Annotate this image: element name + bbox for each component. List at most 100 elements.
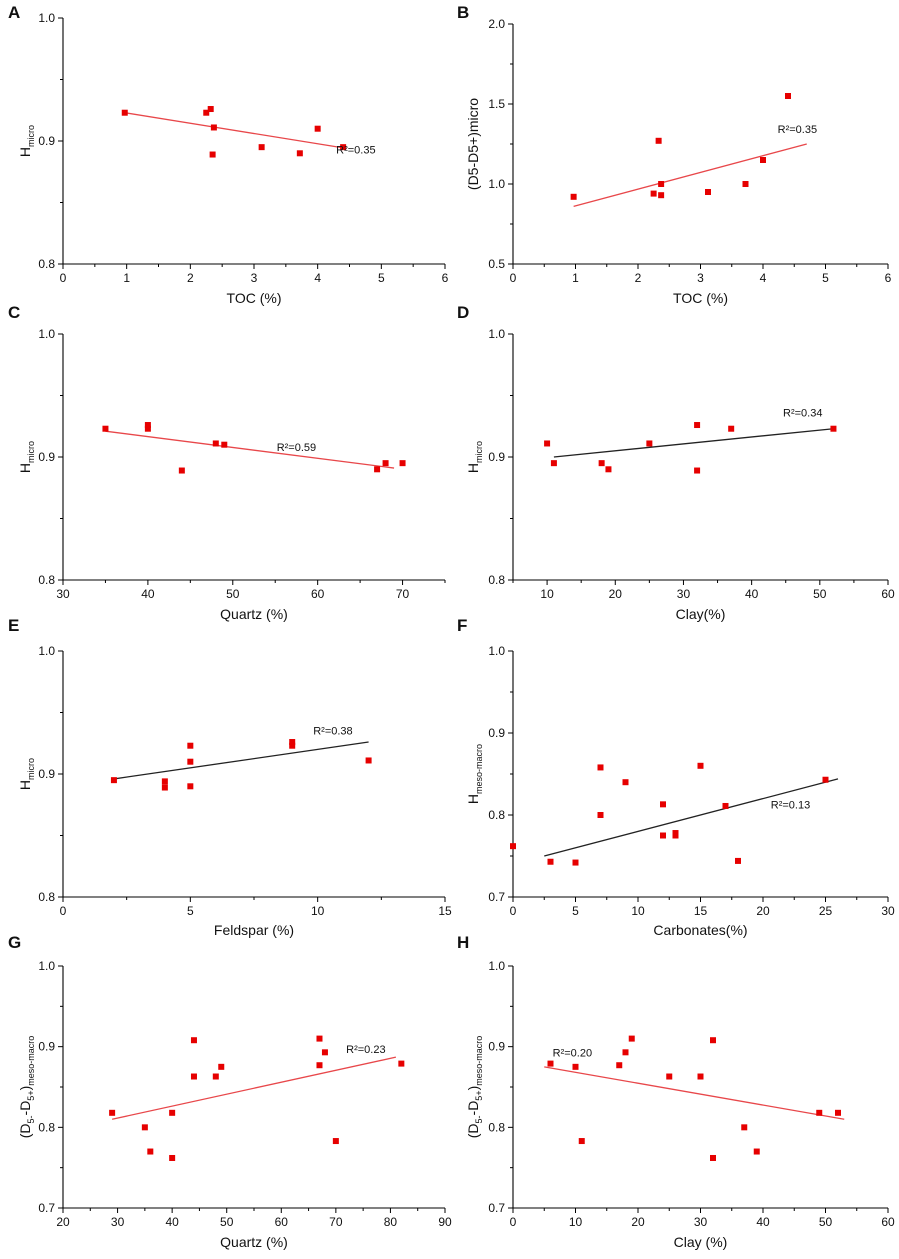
data-point (178, 467, 185, 474)
y-label-part: (D (17, 1123, 33, 1138)
y-tick-label: 0.8 (38, 890, 55, 904)
y-tick-label: 0.8 (38, 1120, 55, 1134)
x-tick-label: 60 (881, 1215, 895, 1229)
data-point (190, 1037, 197, 1044)
x-tick-label: 10 (631, 904, 645, 918)
data-point (169, 1109, 176, 1116)
data-point (102, 425, 109, 432)
data-point (835, 1109, 841, 1116)
x-tick-label: 2 (635, 271, 642, 285)
y-tick-label: 1.0 (38, 959, 55, 973)
y-tick-label: 0.8 (488, 573, 505, 587)
panel-h: H 0 10 20 30 40 50 60 0.7 0.8 0.9 1.0 Clay (%) (D5--D… (457, 933, 895, 1250)
data-point (190, 1073, 197, 1080)
x-tick-label: 4 (314, 271, 321, 285)
data-point (697, 1073, 704, 1080)
y-tick-label: 0.9 (488, 1040, 505, 1054)
x-axis-label: TOC (%) (227, 290, 282, 306)
fit-line (544, 1066, 845, 1120)
y-label-part: H (17, 780, 33, 790)
data-point (697, 762, 704, 769)
data-point (605, 466, 612, 473)
fit-line (553, 428, 834, 458)
x-tick-label: 90 (438, 1215, 452, 1229)
data-point (321, 1049, 328, 1056)
data-point (187, 742, 194, 749)
panel-letter-c: C (8, 303, 20, 322)
data-point (203, 109, 210, 116)
x-tick-label: 40 (756, 1215, 770, 1229)
r2-label: R²=0.20 (553, 1047, 592, 1059)
data-point (110, 777, 117, 784)
y-tick-label: 0.7 (488, 890, 505, 904)
x-tick-label: 4 (760, 271, 767, 285)
data-point (187, 783, 194, 790)
y-label-sub: meso-macro (26, 1036, 36, 1086)
data-point (332, 1138, 339, 1145)
data-point (622, 779, 629, 786)
data-point (340, 144, 347, 151)
data-point (258, 144, 265, 151)
x-tick-label: 25 (819, 904, 833, 918)
x-tick-label: 0 (510, 271, 517, 285)
y-axis-label: (D5--D5+)meso-macro (465, 1036, 484, 1139)
x-tick-label: 50 (226, 587, 240, 601)
r2-label: R²=0.59 (277, 442, 316, 454)
y-label-part: ) (465, 1086, 481, 1091)
y-tick-label: 1.0 (488, 644, 505, 658)
data-point (660, 832, 666, 839)
panel-letter-d: D (457, 303, 469, 322)
y-label-sub: micro (26, 758, 36, 780)
data-point (570, 193, 577, 200)
y-label-sub: meso-macro (474, 744, 484, 794)
y-label-sub: meso-macro (474, 1036, 484, 1086)
panel-e: E 0 5 10 15 0.8 0.9 1.0 Feldspar (%) Hmicro R²=0.3… (8, 616, 452, 938)
r2-label: R²=0.13 (771, 799, 810, 811)
panel-letter-f: F (457, 616, 467, 635)
x-tick-label: 5 (572, 904, 579, 918)
y-label-sub: 5- (474, 1115, 484, 1123)
x-tick-label: 80 (384, 1215, 398, 1229)
y-label-part: (D (465, 1123, 481, 1138)
data-point (365, 757, 372, 764)
x-tick-label: 50 (220, 1215, 234, 1229)
y-axis-label: Hmeso-macro (465, 744, 484, 804)
data-point (210, 124, 217, 131)
r2-label: R²=0.23 (346, 1044, 385, 1056)
data-point (672, 832, 679, 839)
data-point (550, 460, 557, 467)
data-point (735, 857, 741, 864)
y-axis-label: Hmicro (17, 758, 36, 790)
x-tick-label: 6 (885, 271, 892, 285)
panel-d: D 10 20 30 40 50 60 0.8 0.9 1.0 Clay(%) Hmicro R²=0.… (457, 303, 895, 622)
data-point (578, 1138, 585, 1145)
x-axis-label: Quartz (%) (220, 606, 288, 622)
data-point (399, 460, 406, 467)
data-point (374, 466, 381, 473)
data-point (666, 1073, 673, 1080)
x-tick-label: 20 (631, 1215, 645, 1229)
y-label-sub: 5- (26, 1115, 36, 1123)
y-label-part: H (17, 147, 33, 157)
x-tick-label: 20 (56, 1215, 70, 1229)
r2-label: R²=0.34 (783, 407, 822, 419)
data-point (646, 440, 653, 447)
data-point (289, 742, 296, 749)
x-tick-label: 40 (165, 1215, 179, 1229)
y-label-part: H (465, 794, 481, 804)
data-point (742, 181, 749, 187)
data-point (121, 109, 128, 116)
panel-letter-h: H (457, 933, 469, 952)
y-axis-label: (D5-D5+)micro (465, 98, 481, 190)
y-label-sub: 5+ (26, 1090, 36, 1100)
y-tick-label: 0.9 (488, 450, 505, 464)
data-point (144, 425, 151, 432)
y-tick-label: 0.8 (488, 808, 505, 822)
data-point (753, 1148, 760, 1155)
y-tick-label: 0.7 (488, 1201, 505, 1215)
data-point (572, 1063, 579, 1070)
y-tick-label: 1.0 (38, 327, 55, 341)
y-tick-label: 0.8 (488, 1120, 505, 1134)
data-point (710, 1037, 716, 1044)
